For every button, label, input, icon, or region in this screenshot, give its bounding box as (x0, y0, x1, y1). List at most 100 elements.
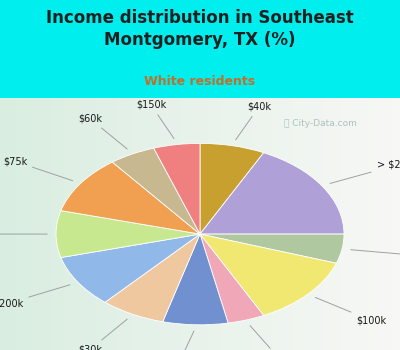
Bar (128, 98, 132, 350)
Bar (112, 98, 116, 350)
Bar (332, 98, 336, 350)
Wedge shape (112, 148, 200, 234)
Bar (228, 98, 232, 350)
Bar (264, 98, 268, 350)
Bar (388, 98, 392, 350)
Bar (216, 98, 220, 350)
Wedge shape (200, 234, 264, 323)
Bar (308, 98, 312, 350)
Bar (84, 98, 88, 350)
Bar (100, 98, 104, 350)
Bar (20, 98, 24, 350)
Wedge shape (61, 234, 200, 302)
Bar (344, 98, 348, 350)
Bar (384, 98, 388, 350)
Text: $75k: $75k (3, 156, 73, 181)
Bar (392, 98, 396, 350)
Bar (48, 98, 52, 350)
Text: $150k: $150k (136, 100, 174, 139)
Bar (220, 98, 224, 350)
Wedge shape (61, 162, 200, 234)
Bar (252, 98, 256, 350)
Text: $30k: $30k (78, 319, 127, 350)
Text: White residents: White residents (144, 75, 256, 88)
Bar (316, 98, 320, 350)
Bar (320, 98, 324, 350)
Text: ⓘ City-Data.com: ⓘ City-Data.com (284, 119, 356, 128)
Bar (200, 98, 204, 350)
Bar (136, 98, 140, 350)
Bar (192, 98, 196, 350)
Bar (28, 98, 32, 350)
Bar (300, 98, 304, 350)
Bar (64, 98, 68, 350)
Bar (36, 98, 40, 350)
Bar (132, 98, 136, 350)
Bar (280, 98, 284, 350)
Bar (208, 98, 212, 350)
Wedge shape (200, 153, 344, 234)
Wedge shape (200, 234, 336, 315)
Bar (188, 98, 192, 350)
Text: $200k: $200k (0, 285, 70, 308)
Bar (352, 98, 356, 350)
Bar (204, 98, 208, 350)
Bar (140, 98, 144, 350)
Wedge shape (163, 234, 228, 325)
Bar (124, 98, 128, 350)
Bar (40, 98, 44, 350)
Bar (284, 98, 288, 350)
Bar (276, 98, 280, 350)
Bar (376, 98, 380, 350)
Bar (336, 98, 340, 350)
Bar (108, 98, 112, 350)
Bar (288, 98, 292, 350)
Bar (372, 98, 376, 350)
Wedge shape (154, 144, 200, 234)
Bar (76, 98, 80, 350)
Bar (248, 98, 252, 350)
Bar (380, 98, 384, 350)
Bar (0, 98, 4, 350)
Text: $10k: $10k (351, 250, 400, 260)
Bar (96, 98, 100, 350)
Bar (356, 98, 360, 350)
Wedge shape (105, 234, 200, 322)
Bar (160, 98, 164, 350)
Bar (156, 98, 160, 350)
Bar (80, 98, 84, 350)
Bar (144, 98, 148, 350)
Bar (116, 98, 120, 350)
Text: $20k: $20k (250, 326, 291, 350)
Bar (244, 98, 248, 350)
Bar (196, 98, 200, 350)
Bar (164, 98, 168, 350)
Bar (296, 98, 300, 350)
Bar (88, 98, 92, 350)
Bar (368, 98, 372, 350)
Bar (324, 98, 328, 350)
Bar (32, 98, 36, 350)
Bar (240, 98, 244, 350)
Bar (68, 98, 72, 350)
Bar (12, 98, 16, 350)
Bar (176, 98, 180, 350)
Bar (4, 98, 8, 350)
Bar (172, 98, 176, 350)
Bar (120, 98, 124, 350)
Bar (16, 98, 20, 350)
Bar (304, 98, 308, 350)
Bar (348, 98, 352, 350)
Bar (396, 98, 400, 350)
Text: Income distribution in Southeast
Montgomery, TX (%): Income distribution in Southeast Montgom… (46, 9, 354, 49)
Bar (236, 98, 240, 350)
Text: $100k: $100k (315, 298, 386, 326)
Text: $40k: $40k (236, 102, 271, 140)
Text: $60k: $60k (78, 113, 127, 149)
Bar (272, 98, 276, 350)
Bar (60, 98, 64, 350)
Text: $50k: $50k (0, 229, 47, 239)
Bar (152, 98, 156, 350)
Bar (180, 98, 184, 350)
Bar (72, 98, 76, 350)
